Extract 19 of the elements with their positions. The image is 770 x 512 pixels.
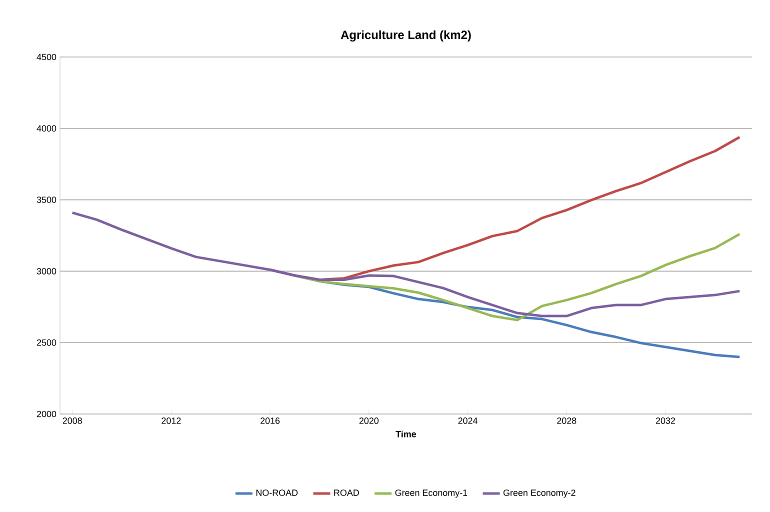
x-tick-label: 2024 xyxy=(458,418,478,424)
legend-label: ROAD xyxy=(334,490,359,496)
x-tick-label: 2032 xyxy=(656,418,676,424)
legend-label: Green Economy-2 xyxy=(503,490,576,498)
y-tick-label: 3500 xyxy=(36,196,56,203)
x-tick-label: 2028 xyxy=(557,418,576,424)
y-tick-label: 3000 xyxy=(36,268,56,274)
legend-label: NO-ROAD xyxy=(256,490,298,496)
x-tick-label: 2012 xyxy=(162,418,181,424)
x-tick-label: 2020 xyxy=(359,418,379,424)
legend-label: Green Economy-1 xyxy=(395,490,468,498)
y-tick-label: 2500 xyxy=(36,339,56,346)
chart-title: Agriculture Land (km2) xyxy=(340,30,471,42)
x-tick-label: 2008 xyxy=(62,418,82,424)
x-tick-label: 2016 xyxy=(260,418,280,424)
y-tick-label: 4500 xyxy=(36,54,56,60)
y-tick-label: 2000 xyxy=(36,410,56,418)
x-axis-title: Time xyxy=(396,430,416,438)
y-tick-label: 4000 xyxy=(36,125,56,132)
